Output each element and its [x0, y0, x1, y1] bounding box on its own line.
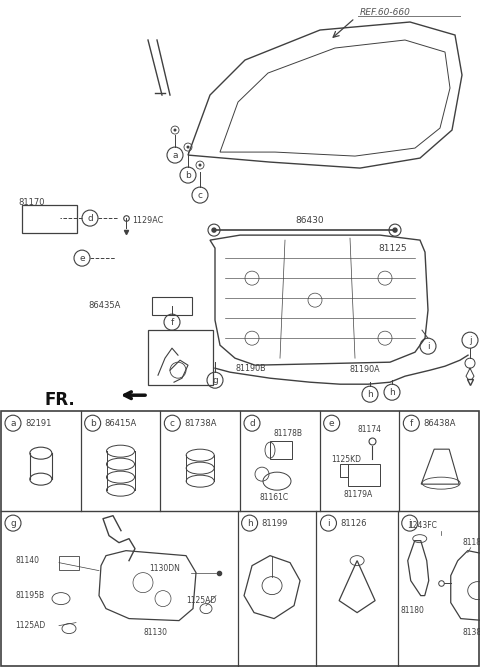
Text: h: h [389, 388, 395, 397]
Text: h: h [367, 390, 373, 399]
Text: 1125KD: 1125KD [332, 455, 361, 464]
Text: 81195B: 81195B [15, 591, 44, 600]
Text: 81130: 81130 [143, 628, 167, 637]
Circle shape [393, 228, 397, 232]
Text: a: a [10, 419, 16, 428]
Circle shape [173, 129, 177, 131]
Text: j: j [468, 336, 471, 345]
Circle shape [212, 228, 216, 232]
Text: i: i [427, 342, 429, 351]
Text: 81170: 81170 [18, 197, 45, 207]
Text: 81140: 81140 [15, 556, 39, 565]
Text: c: c [170, 419, 175, 428]
Text: 81385B: 81385B [463, 628, 480, 637]
Text: e: e [79, 253, 85, 263]
Text: d: d [249, 419, 255, 428]
Text: REF.60-660: REF.60-660 [360, 7, 411, 17]
Text: f: f [410, 419, 413, 428]
Text: 81738A: 81738A [184, 419, 217, 428]
Text: f: f [170, 317, 174, 327]
Text: 81190B: 81190B [235, 364, 265, 373]
Text: FR.: FR. [45, 392, 76, 409]
Text: 81126: 81126 [340, 519, 367, 528]
Text: 81179A: 81179A [344, 490, 373, 499]
Circle shape [199, 163, 202, 167]
Text: 1125AD: 1125AD [15, 621, 45, 630]
Text: 86435A: 86435A [88, 301, 120, 309]
Text: 81180E: 81180E [463, 538, 480, 547]
Text: c: c [197, 191, 203, 199]
Text: 81161C: 81161C [260, 493, 289, 502]
Text: b: b [185, 171, 191, 179]
Text: h: h [247, 519, 252, 528]
Text: d: d [87, 213, 93, 223]
Text: 1243FC: 1243FC [408, 521, 437, 530]
Text: g: g [10, 519, 16, 528]
Text: e: e [329, 419, 335, 428]
Text: b: b [90, 419, 96, 428]
Text: 81125: 81125 [378, 243, 407, 253]
Text: 82191: 82191 [25, 419, 51, 428]
Text: i: i [327, 519, 330, 528]
Text: j: j [408, 519, 411, 528]
Text: 81174: 81174 [358, 425, 382, 434]
Text: 81178B: 81178B [274, 429, 303, 438]
Circle shape [187, 145, 190, 149]
Text: 81199: 81199 [262, 519, 288, 528]
Text: 1129AC: 1129AC [132, 215, 163, 225]
Text: 81180: 81180 [401, 606, 425, 615]
Text: 1130DN: 1130DN [149, 564, 180, 573]
Text: 86430: 86430 [296, 215, 324, 225]
Text: 86415A: 86415A [105, 419, 137, 428]
Text: g: g [212, 376, 218, 385]
Text: a: a [172, 151, 178, 159]
Text: 1125AD: 1125AD [186, 596, 216, 605]
Text: 86438A: 86438A [423, 419, 456, 428]
Text: 81190A: 81190A [350, 366, 381, 374]
